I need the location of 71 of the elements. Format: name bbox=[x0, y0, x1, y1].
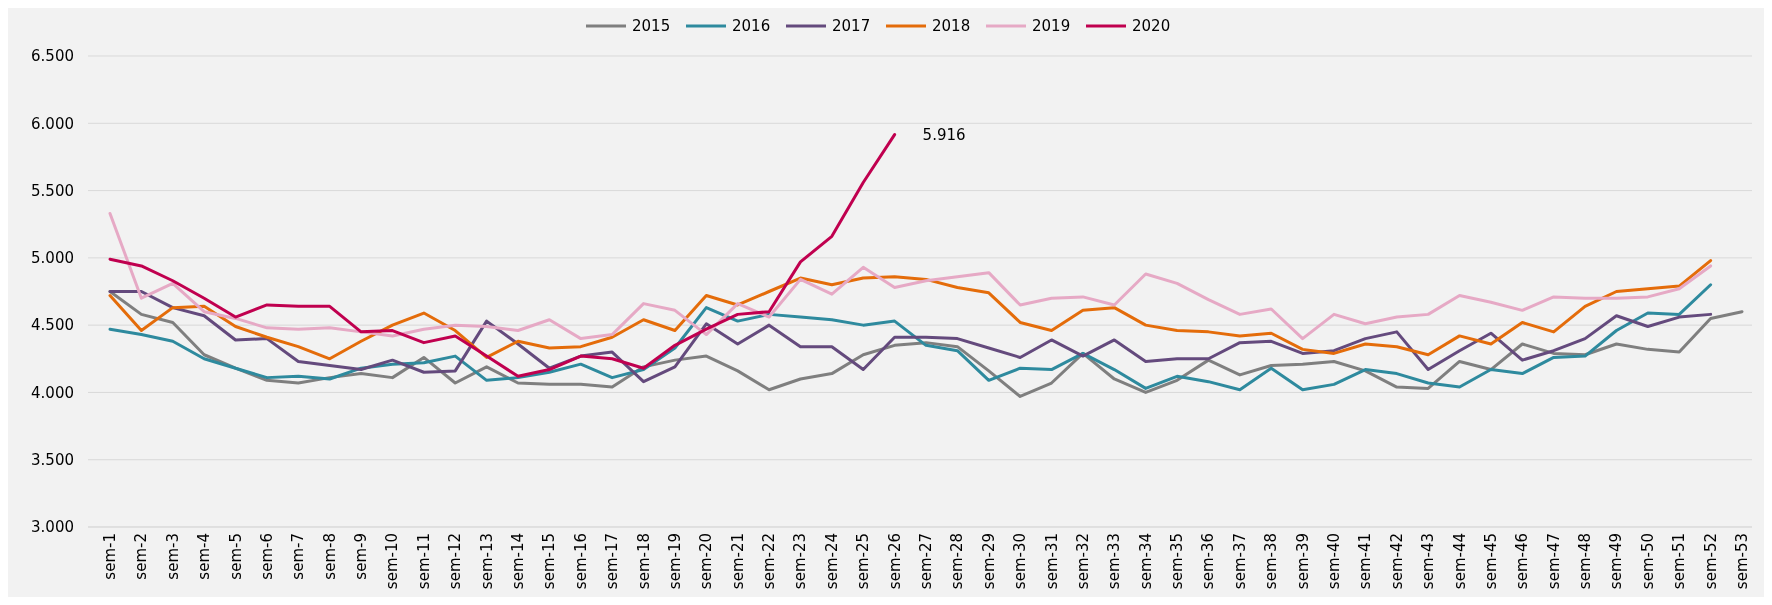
x-tick-label: sem-27 bbox=[917, 533, 935, 590]
line-series bbox=[108, 133, 897, 378]
x-tick-label: sem-30 bbox=[1011, 533, 1030, 590]
x-tick-label: sem-18 bbox=[634, 533, 653, 590]
x-tick-label: sem-22 bbox=[760, 533, 779, 590]
y-tick-label: 6.000 bbox=[31, 114, 74, 133]
x-tick-label: sem-25 bbox=[854, 533, 873, 590]
annotation: 5.916 bbox=[922, 125, 966, 144]
x-tick-label: sem-20 bbox=[697, 533, 716, 590]
x-tick-label: sem-40 bbox=[1325, 533, 1343, 590]
x-tick-label: sem-44 bbox=[1450, 533, 1469, 590]
legend-label: 2016 bbox=[732, 17, 771, 36]
x-tick-label: sem-4 bbox=[195, 533, 214, 580]
x-tick-label: sem-42 bbox=[1387, 533, 1406, 590]
x-tick-label: sem-8 bbox=[320, 533, 339, 580]
y-tick-label: 6.500 bbox=[31, 47, 74, 66]
x-tick-label: sem-6 bbox=[257, 533, 276, 580]
x-tick-label: sem-24 bbox=[822, 533, 841, 590]
x-tick-label: sem-45 bbox=[1481, 533, 1500, 590]
x-tick-label: sem-7 bbox=[289, 533, 308, 580]
x-tick-label: sem-29 bbox=[979, 533, 998, 590]
x-tick-label: sem-39 bbox=[1293, 533, 1312, 590]
x-tick-label: sem-26 bbox=[885, 533, 904, 590]
x-tick-label: sem-15 bbox=[540, 533, 559, 590]
legend-label: 2020 bbox=[1132, 17, 1171, 36]
x-tick-label: sem-3 bbox=[163, 533, 182, 580]
x-tick-label: sem-14 bbox=[509, 533, 527, 590]
legend-label: 2015 bbox=[632, 17, 671, 36]
x-tick-label: sem-28 bbox=[948, 533, 967, 590]
x-tick-label: sem-5 bbox=[226, 533, 245, 580]
x-tick-label: sem-36 bbox=[1199, 533, 1218, 590]
x-tick-label: sem-11 bbox=[414, 533, 433, 590]
x-tick-label: sem-33 bbox=[1105, 533, 1124, 590]
x-tick-label: sem-16 bbox=[571, 533, 590, 590]
x-tick-label: sem-35 bbox=[1168, 533, 1187, 590]
y-tick-label: 4.000 bbox=[31, 383, 74, 402]
y-tick-label: 4.500 bbox=[31, 316, 74, 335]
legend-label: 2019 bbox=[1032, 17, 1071, 36]
x-tick-label: sem-51 bbox=[1670, 533, 1689, 590]
legend-label: 2018 bbox=[932, 17, 971, 36]
x-tick-label: sem-46 bbox=[1513, 533, 1532, 590]
x-tick-label: sem-48 bbox=[1576, 533, 1595, 590]
y-tick-label: 3.000 bbox=[31, 518, 74, 537]
x-tick-label: sem-53 bbox=[1733, 533, 1751, 590]
x-tick-label: sem-50 bbox=[1638, 533, 1657, 590]
x-tick-label: sem-34 bbox=[1136, 533, 1155, 590]
x-tick-label: sem-21 bbox=[728, 533, 747, 590]
x-tick-label: sem-52 bbox=[1701, 533, 1720, 590]
line-series bbox=[108, 211, 1713, 341]
y-tick-label: 5.500 bbox=[31, 181, 74, 200]
x-tick-label: sem-1 bbox=[101, 533, 119, 580]
x-tick-label: sem-19 bbox=[665, 533, 684, 590]
x-tick-label: sem-17 bbox=[603, 533, 622, 590]
line-series bbox=[108, 259, 1713, 361]
y-tick-label: 5.000 bbox=[31, 249, 74, 268]
x-tick-label: sem-37 bbox=[1230, 533, 1249, 590]
x-tick-label: sem-9 bbox=[352, 533, 371, 580]
x-tick-label: sem-41 bbox=[1356, 533, 1375, 590]
x-tick-label: sem-23 bbox=[791, 533, 810, 590]
x-tick-label: sem-10 bbox=[383, 533, 402, 590]
legend-label: 2017 bbox=[832, 17, 871, 36]
x-tick-label: sem-43 bbox=[1419, 533, 1438, 590]
x-tick-label: sem-13 bbox=[477, 533, 496, 590]
x-tick-label: sem-49 bbox=[1607, 533, 1626, 590]
y-tick-label: 3.500 bbox=[31, 450, 74, 469]
x-tick-label: sem-32 bbox=[1073, 533, 1092, 590]
x-tick-label: sem-31 bbox=[1042, 533, 1061, 590]
x-tick-label: sem-2 bbox=[132, 533, 151, 580]
x-tick-label: sem-38 bbox=[1262, 533, 1281, 590]
x-tick-label: sem-12 bbox=[446, 533, 465, 590]
x-tick-label: sem-47 bbox=[1544, 533, 1563, 590]
